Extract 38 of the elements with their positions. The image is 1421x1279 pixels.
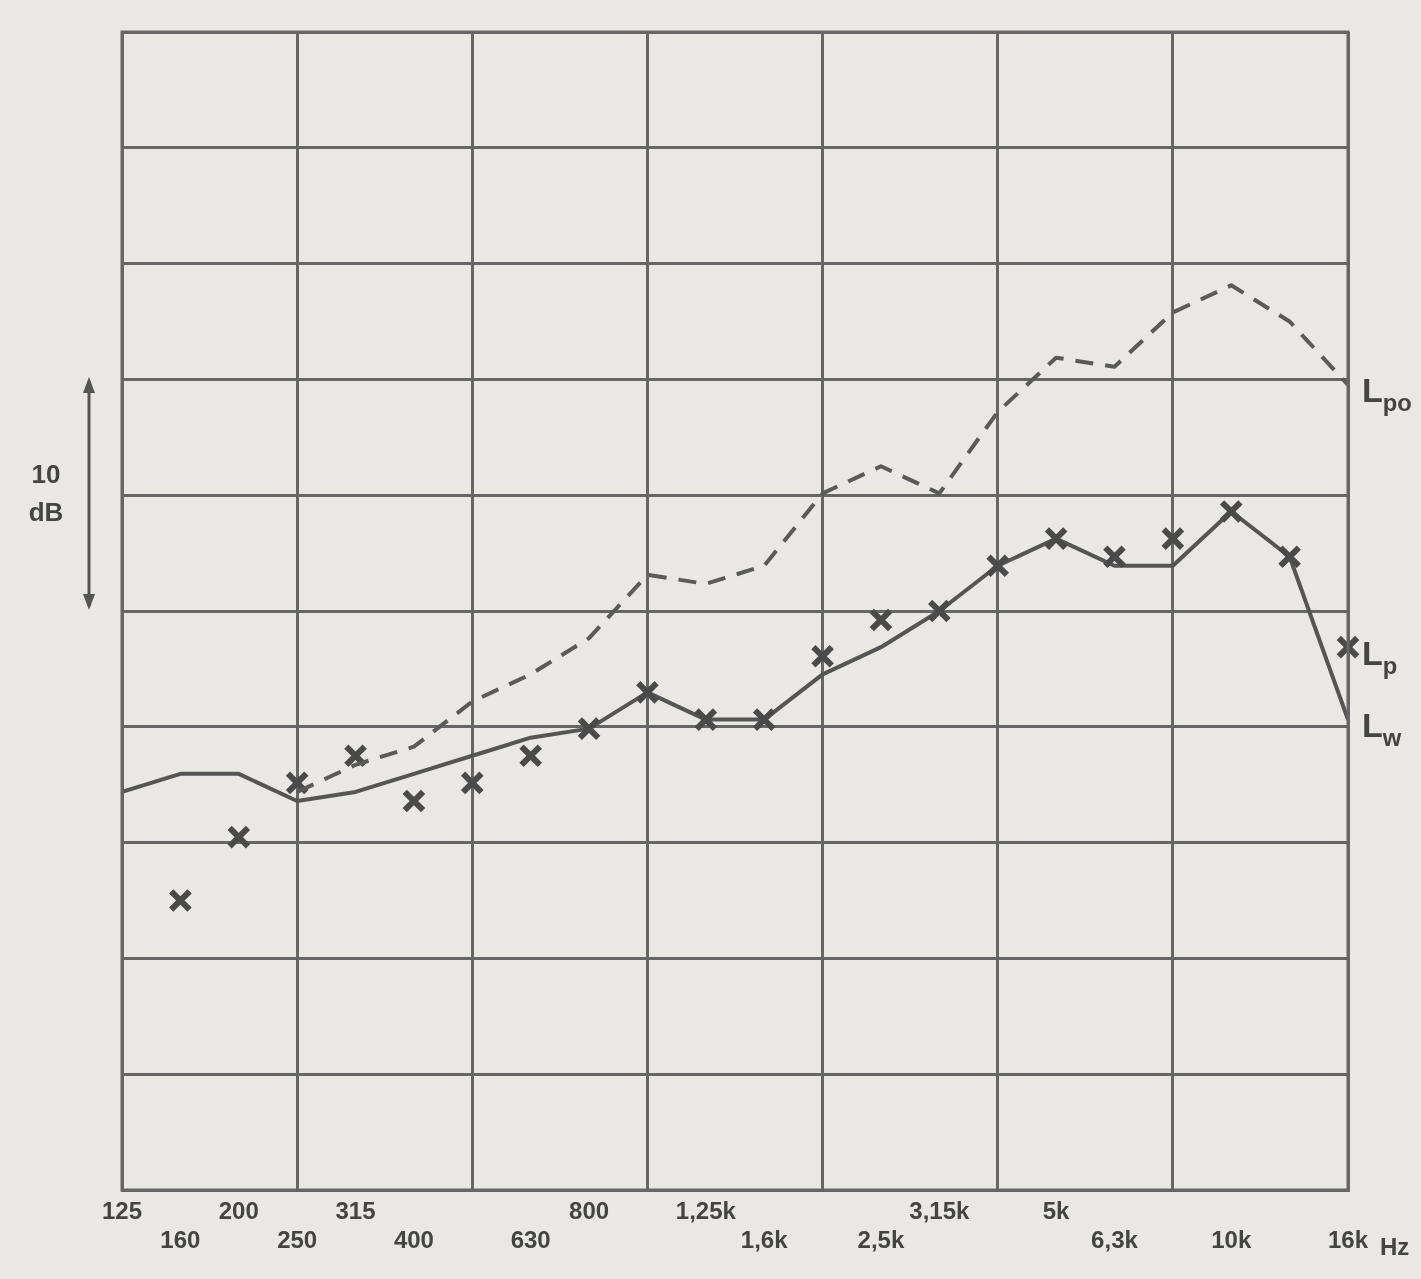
x-tick-label: 2,5k xyxy=(857,1225,905,1253)
x-tick-label: 630 xyxy=(510,1225,551,1253)
point xyxy=(1277,544,1302,569)
point xyxy=(810,644,835,669)
x-tick-label: 6,3k xyxy=(1091,1225,1139,1253)
point xyxy=(868,607,894,633)
x-tick-label: 1,6k xyxy=(740,1225,789,1253)
point xyxy=(635,680,660,705)
point xyxy=(518,743,543,768)
x-tick-label: 200 xyxy=(218,1197,259,1225)
x-tick-label: 800 xyxy=(569,1197,610,1225)
x-axis-title: Hz xyxy=(1380,1232,1410,1260)
x-tick-label: 10k xyxy=(1211,1225,1252,1253)
point xyxy=(693,707,718,732)
x-tick-label: 1,25k xyxy=(675,1197,737,1225)
x-tick-label: 160 xyxy=(160,1225,201,1253)
point xyxy=(1219,499,1244,524)
x-tick-label: 400 xyxy=(393,1225,434,1253)
point xyxy=(1043,526,1069,551)
point xyxy=(226,824,251,850)
x-tick-label: 3,15k xyxy=(909,1197,971,1225)
point xyxy=(343,743,368,768)
x-tick-label: 16k xyxy=(1327,1225,1369,1253)
point xyxy=(576,716,602,741)
x-tick-label: 250 xyxy=(277,1225,318,1253)
point xyxy=(752,707,777,732)
x-tick-label: 315 xyxy=(335,1197,376,1225)
point xyxy=(460,770,485,796)
point xyxy=(927,598,952,624)
x-tick-label: 5k xyxy=(1042,1197,1071,1225)
point xyxy=(985,553,1010,578)
point xyxy=(401,788,427,814)
point xyxy=(168,888,193,913)
point xyxy=(1335,635,1361,660)
text: 10 dB xyxy=(27,458,65,529)
point xyxy=(1160,526,1186,551)
point xyxy=(1102,544,1127,569)
x-tick-label: 125 xyxy=(101,1197,143,1225)
